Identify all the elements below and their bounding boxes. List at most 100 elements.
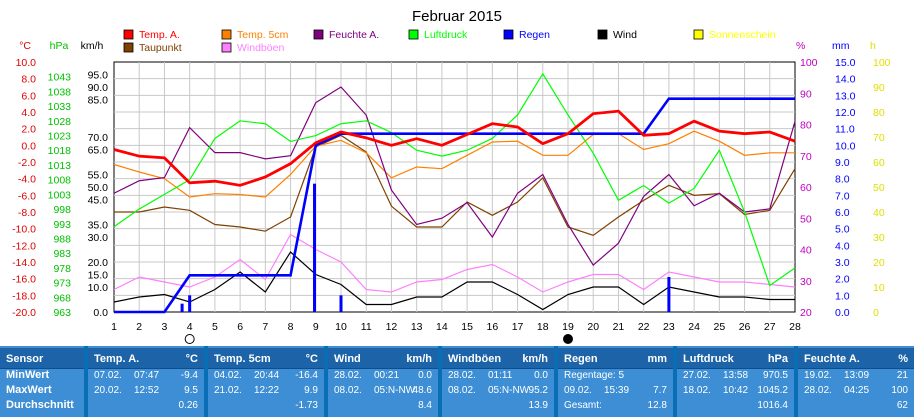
table-header: Temp. 5cm °C: [208, 348, 324, 369]
x-tick-label: 24: [688, 321, 700, 333]
cell-date: 19.02.: [804, 370, 832, 381]
tick-label-hpa: 1013: [48, 160, 72, 172]
tick-label-h: 20: [873, 257, 885, 269]
x-tick-label: 9: [313, 321, 319, 333]
tick-label-kmh: 10.0: [88, 282, 109, 294]
x-tick-label: 12: [386, 321, 398, 333]
column-title: Temp. A.: [94, 353, 140, 365]
tick-label-mm: 1.0: [835, 290, 850, 302]
legend-swatch: [221, 29, 232, 40]
tick-label-hpa: 1008: [48, 175, 72, 187]
tick-label-h: 10: [873, 282, 885, 294]
column-unit: °C: [305, 353, 318, 365]
tick-label-h: 0: [873, 307, 879, 319]
cell-value: 0.0: [418, 370, 432, 381]
tick-label-hpa: 968: [53, 292, 71, 304]
x-tick-label: 19: [562, 321, 574, 333]
axis-unit-h: h: [870, 40, 876, 52]
cell-value: -16.4: [295, 370, 318, 381]
tick-label-h: 90: [873, 82, 885, 94]
cell-value: -1.73: [295, 400, 318, 411]
rain-total-line: [114, 97, 795, 314]
legend-swatch: [693, 29, 704, 40]
tick-label-kmh: 65.0: [88, 145, 109, 157]
tick-label-h: 100: [873, 57, 891, 69]
tick-label-kmh: 35.0: [88, 220, 109, 232]
tick-label-mm: 11.0: [835, 124, 855, 136]
legend-label: Luftdruck: [424, 29, 468, 41]
tick-label-mm: 8.0: [835, 174, 850, 186]
tick-label-temp: 8.0: [21, 74, 36, 86]
tick-label-hpa: 963: [53, 307, 71, 319]
cell-date: Gesamt:: [564, 400, 602, 411]
axis-unit-hpa: hPa: [50, 40, 69, 52]
tick-label-temp: -16.0: [12, 274, 36, 286]
tick-label-temp: -12.0: [12, 240, 36, 252]
tick-label-hpa: 1033: [48, 101, 72, 113]
cell-value: 0.0: [534, 370, 548, 381]
tick-label-mm: 12.0: [835, 107, 856, 119]
x-tick-label: 13: [411, 321, 423, 333]
table-header: Sensor: [0, 348, 84, 369]
x-tick-label: 16: [486, 321, 498, 333]
tick-label-hpa: 978: [53, 263, 71, 275]
legend-label: Taupunkt: [139, 42, 182, 54]
table-column: Sensor MinWert MaxWert Durchschnitt: [0, 346, 84, 417]
legend-swatch: [221, 42, 232, 53]
cell-value: 13.9: [528, 400, 548, 411]
table-column: Luftdruck hPa 27.02. 13:58 970.5 18.02. 10:42 1…: [677, 346, 794, 417]
cell-value: 100: [891, 385, 908, 396]
tick-label-temp: -8.0: [18, 207, 36, 219]
column-title: Sensor: [6, 353, 44, 365]
cell-value: 95.2: [528, 385, 548, 396]
tick-label-temp: 10.0: [16, 57, 37, 69]
rain-bar: [313, 183, 317, 312]
tick-label-h: 70: [873, 132, 885, 144]
tick-label-hpa: 1003: [48, 189, 72, 201]
cell-date: 07.02.: [94, 370, 122, 381]
cell-value: 21: [896, 370, 908, 381]
tick-label-mm: 0.0: [835, 307, 850, 319]
table-column: Wind km/h 28.02. 00:21 0.0 08.02. 05:N-NW 48.6 8…: [328, 346, 438, 417]
tick-label-kmh: 90.0: [88, 82, 109, 94]
cell-time: 20:44: [254, 370, 280, 381]
tick-label-pct: 100: [800, 57, 818, 69]
chart-title: Februar 2015: [412, 8, 502, 25]
cell-value: 1016.4: [757, 400, 788, 411]
x-tick-label: 25: [713, 321, 725, 333]
column-title: Windböen: [448, 353, 502, 365]
column-title: Regen: [564, 353, 598, 365]
cell-value: 48.6: [412, 385, 432, 396]
cell-time: 07:47: [134, 370, 160, 381]
table-column: Temp. A. °C 07.02. 07:47 -9.4 20.02. 12:52 9.5 0…: [88, 346, 204, 417]
tick-label-mm: 2.0: [835, 274, 850, 286]
tick-label-kmh: 15.0: [88, 270, 109, 282]
column-unit: hPa: [767, 353, 788, 365]
cell-time: 10:42: [723, 385, 749, 396]
tick-label-pct: 20: [800, 307, 812, 319]
column-unit: mm: [647, 353, 667, 365]
cell-time: 13:58: [723, 370, 749, 381]
table-header: Regen mm: [558, 348, 673, 369]
series-line: [113, 251, 795, 311]
tick-label-mm: 13.0: [835, 90, 856, 102]
tick-label-kmh: 20.0: [88, 257, 109, 269]
row-label: MaxWert: [6, 384, 52, 396]
x-tick-label: 14: [436, 321, 448, 333]
table-column: Feuchte A.% 19.02. 13:09 21 28.02. 04:25 100 62: [798, 346, 914, 417]
legend-label: Temp. A.: [139, 29, 180, 41]
x-tick-label: 22: [638, 321, 650, 333]
cell-date: 20.02.: [94, 385, 122, 396]
tick-label-temp: -20.0: [12, 307, 36, 319]
cell-date: 21.02.: [214, 385, 242, 396]
legend-label: Sonnenschein: [709, 29, 776, 41]
tick-label-mm: 5.0: [835, 224, 850, 236]
tick-label-mm: 4.0: [835, 240, 850, 252]
cell-time: 12:52: [134, 385, 160, 396]
weather-chart: Februar 2015 Temp. A. Temp. 5cm Feuchte A. L…: [12, 8, 891, 344]
moon-marker-filled: [563, 334, 573, 344]
tick-label-kmh: 45.0: [88, 195, 109, 207]
plot-area: [113, 61, 796, 313]
row-label: MinWert: [6, 369, 50, 381]
x-tick-label: 17: [512, 321, 524, 333]
